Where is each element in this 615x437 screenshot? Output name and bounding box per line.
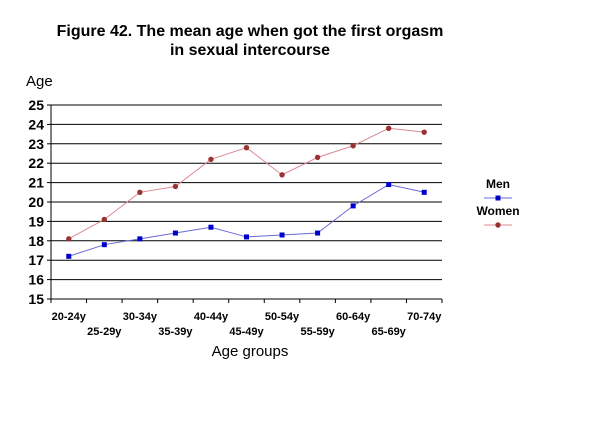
y-axis-label: Age xyxy=(26,73,53,90)
data-point xyxy=(279,232,285,238)
x-tick-label: 45-49y xyxy=(229,326,264,338)
y-tick-label: 17 xyxy=(28,252,44,268)
data-point xyxy=(350,143,356,149)
data-point xyxy=(137,189,143,195)
series-line xyxy=(68,127,425,240)
x-tick-label: 65-69y xyxy=(372,326,407,338)
data-point xyxy=(172,183,179,190)
data-point xyxy=(101,242,107,248)
x-tick-label: 60-64y xyxy=(336,311,371,323)
data-point xyxy=(385,125,392,131)
axes xyxy=(47,104,443,303)
y-tick-label: 18 xyxy=(28,233,44,249)
chart-title-line-1: Figure 42. The mean age when got the fir… xyxy=(56,23,444,40)
gridlines xyxy=(51,104,442,300)
y-tick-label: 20 xyxy=(28,194,44,210)
x-tick-label: 70-74y xyxy=(407,311,442,323)
legend-item-men: Men xyxy=(484,177,512,201)
x-tick-label: 40-44y xyxy=(194,311,229,323)
data-point xyxy=(137,236,143,242)
y-tick-label: 23 xyxy=(28,136,44,152)
data-point xyxy=(66,253,72,259)
data-point xyxy=(244,234,249,240)
data-point xyxy=(208,156,214,163)
y-tick-label: 24 xyxy=(28,116,44,132)
x-tick-label: 35-39y xyxy=(158,326,193,338)
legend-label: Women xyxy=(476,204,519,218)
x-tick-label: 25-29y xyxy=(87,326,122,338)
y-tick-label: 21 xyxy=(28,175,44,191)
legend-label: Men xyxy=(486,177,510,191)
x-tick-label: 55-59y xyxy=(300,326,335,338)
legend-item-women: Women xyxy=(476,204,520,228)
data-point xyxy=(243,144,250,151)
chart-title-line-2: in sexual intercourse xyxy=(169,42,331,59)
data-point xyxy=(421,129,427,135)
legend: Men Women xyxy=(476,177,520,228)
data-point xyxy=(208,224,214,230)
legend-marker xyxy=(495,195,501,201)
y-tick-label: 19 xyxy=(28,213,44,229)
x-tick-label: 20-24y xyxy=(52,311,87,323)
series-women xyxy=(66,125,427,242)
data-point xyxy=(314,154,321,161)
data-point xyxy=(66,236,72,242)
data-point xyxy=(315,230,321,236)
legend-marker xyxy=(495,222,501,228)
y-tick-labels: 15 16 17 18 19 20 21 22 23 24 25 xyxy=(28,97,44,307)
data-point xyxy=(350,203,356,209)
y-tick-label: 25 xyxy=(28,97,44,113)
x-tick-label: 30-34y xyxy=(123,311,158,323)
data-point xyxy=(421,189,427,195)
data-point xyxy=(101,216,108,223)
x-tick-label: 50-54y xyxy=(265,311,300,323)
y-tick-label: 16 xyxy=(28,272,44,288)
chart-title: Figure 42. The mean age when got the fir… xyxy=(0,22,500,60)
y-tick-label: 22 xyxy=(28,155,44,171)
series-line xyxy=(68,184,425,257)
series xyxy=(66,125,427,259)
data-point xyxy=(172,230,178,236)
y-tick-label: 15 xyxy=(28,291,44,307)
series-men xyxy=(66,182,427,259)
x-tick-labels: 20-24y25-29y30-34y35-39y40-44y45-49y50-5… xyxy=(52,311,443,338)
x-axis-label: Age groups xyxy=(212,343,289,360)
data-point xyxy=(386,182,392,188)
data-point xyxy=(279,172,285,178)
